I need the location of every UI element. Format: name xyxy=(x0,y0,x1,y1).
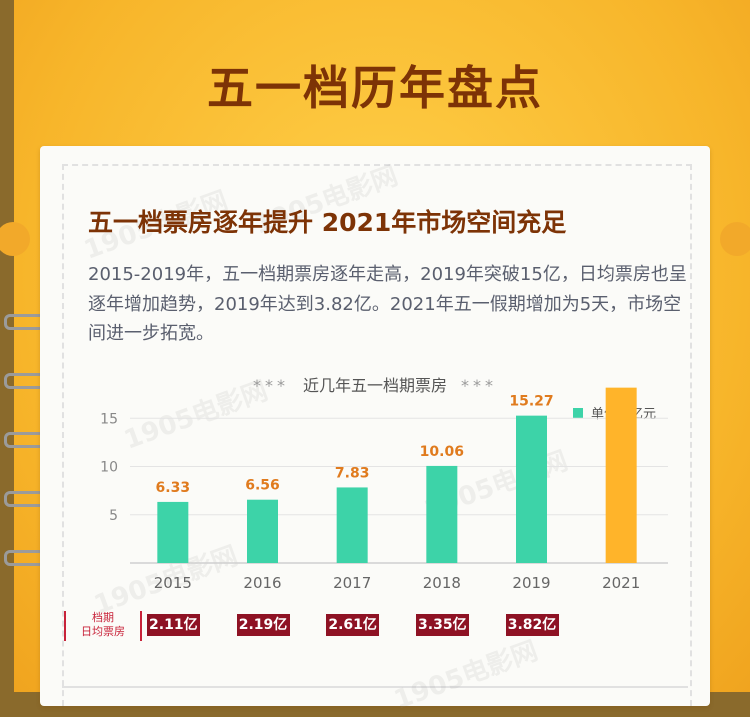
x-tick-label-2018: 2018 xyxy=(423,574,461,592)
chart-title: *** 近几年五一档期票房 *** xyxy=(0,372,750,396)
card-divider xyxy=(62,686,688,688)
data-label-2019: 15.27 xyxy=(509,394,553,410)
daily-badge-2015: 2.11亿 xyxy=(146,614,200,636)
x-tick-label-2017: 2017 xyxy=(333,574,371,592)
bar-2021 xyxy=(605,387,637,563)
y-tick-label: 15 xyxy=(100,411,118,427)
x-tick-label-2021: 2021 xyxy=(602,574,640,592)
row-label-line2: 日均票房 xyxy=(81,625,125,638)
data-label-2018: 10.06 xyxy=(420,444,464,460)
bar-2015 xyxy=(157,501,189,563)
data-label-2015: 6.33 xyxy=(156,480,191,496)
section-heading: 五一档票房逐年提升 2021年市场空间充足 xyxy=(88,208,567,237)
row-label-line1: 档期 xyxy=(92,611,114,624)
ticket-notch-left xyxy=(0,222,30,256)
bar-2019 xyxy=(516,415,547,563)
chart-title-text: 近几年五一档期票房 xyxy=(302,376,447,395)
card-dashed-border xyxy=(62,164,692,706)
bar-chart: 5 10 15 6.33 2015 6.56 2016 7.83 2017 10.06 2018 15… xyxy=(100,387,668,592)
ticket-notch-right xyxy=(720,222,750,256)
x-tick-label-2016: 2016 xyxy=(243,574,281,592)
bar-2017 xyxy=(336,487,368,563)
page-title: 五一档历年盘点 xyxy=(207,61,543,115)
y-tick-label: 5 xyxy=(109,508,118,524)
daily-badge-2016: 2.19亿 xyxy=(236,614,290,636)
content-card xyxy=(40,146,710,706)
summary-paragraph: 2015-2019年，五一档期票房逐年走高，2019年突破15亿，日均票房也呈逐… xyxy=(88,264,687,344)
daily-badge-2018: 3.35亿 xyxy=(415,614,469,636)
y-tick-label: 10 xyxy=(100,460,118,476)
daily-badge-2019: 3.82亿 xyxy=(505,614,559,636)
x-tick-label-2019: 2019 xyxy=(512,574,550,592)
bar-2016 xyxy=(247,499,278,563)
daily-box-office-row-label: 档期 日均票房 xyxy=(64,611,142,641)
chart-title-stars-left: *** xyxy=(252,376,289,395)
data-label-2017: 7.83 xyxy=(335,465,370,481)
x-tick-label-2015: 2015 xyxy=(154,574,192,592)
legend-swatch xyxy=(573,407,583,418)
bar-2018 xyxy=(426,465,458,563)
data-label-2016: 6.56 xyxy=(245,478,280,494)
chart-title-stars-right: *** xyxy=(461,376,497,395)
daily-badge-2017: 2.61亿 xyxy=(326,614,380,636)
